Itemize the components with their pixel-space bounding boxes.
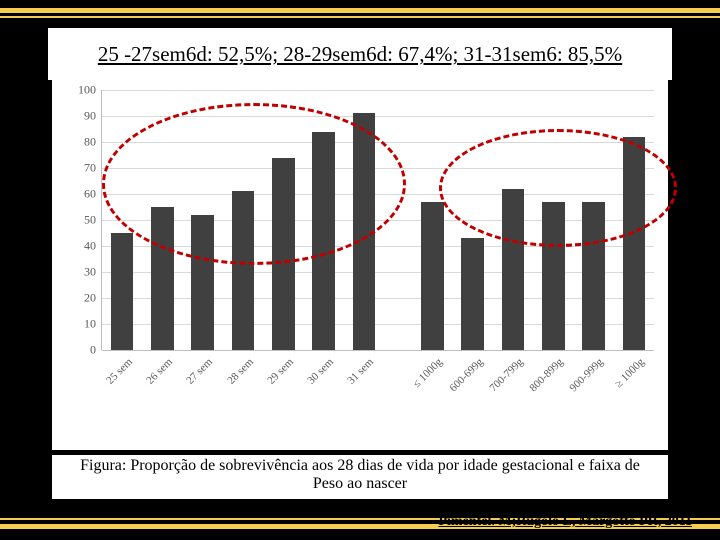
chart-plot-area — [102, 90, 654, 350]
slide-title: 25 -27sem6d: 52,5%; 28-29sem6d: 67,4%; 3… — [48, 28, 672, 80]
decor-line — [0, 16, 720, 18]
y-tick-label: 60 — [84, 187, 96, 202]
citation: Pimentel. M;Rugolo L, Margotto PR, 2011 — [438, 514, 692, 530]
y-tick-label: 100 — [78, 83, 96, 98]
x-axis-labels: 25 sem26 sem27 sem28 sem29 sem30 sem31 s… — [102, 350, 654, 420]
bar — [111, 233, 134, 350]
caption-line-1: Figura: Proporção de sobrevivência aos 2… — [80, 457, 640, 474]
y-tick-label: 40 — [84, 239, 96, 254]
y-tick-label: 70 — [84, 161, 96, 176]
y-tick-label: 90 — [84, 109, 96, 124]
chart-panel: 0 10 20 30 40 50 60 70 80 90 100 25 sem26 sem27 se… — [52, 80, 668, 450]
y-tick-label: 20 — [84, 291, 96, 306]
figure-caption: Figura: Proporção de sobrevivência aos 2… — [52, 455, 668, 499]
bar — [421, 202, 444, 350]
slide-root: 25 -27sem6d: 52,5%; 28-29sem6d: 67,4%; 3… — [0, 0, 720, 540]
y-tick-label: 10 — [84, 317, 96, 332]
decor-line — [0, 8, 720, 13]
y-axis-line — [101, 90, 102, 350]
bar — [461, 238, 484, 350]
title-panel: 25 -27sem6d: 52,5%; 28-29sem6d: 67,4%; 3… — [48, 28, 672, 80]
caption-line-2: Peso ao nascer — [313, 475, 407, 492]
y-tick-label: 50 — [84, 213, 96, 228]
y-tick-label: 30 — [84, 265, 96, 280]
y-tick-label: 80 — [84, 135, 96, 150]
highlight-ellipse — [102, 103, 406, 265]
y-axis: 0102030405060708090100 — [52, 90, 102, 350]
y-tick-label: 0 — [90, 343, 96, 358]
highlight-ellipse — [439, 129, 677, 247]
